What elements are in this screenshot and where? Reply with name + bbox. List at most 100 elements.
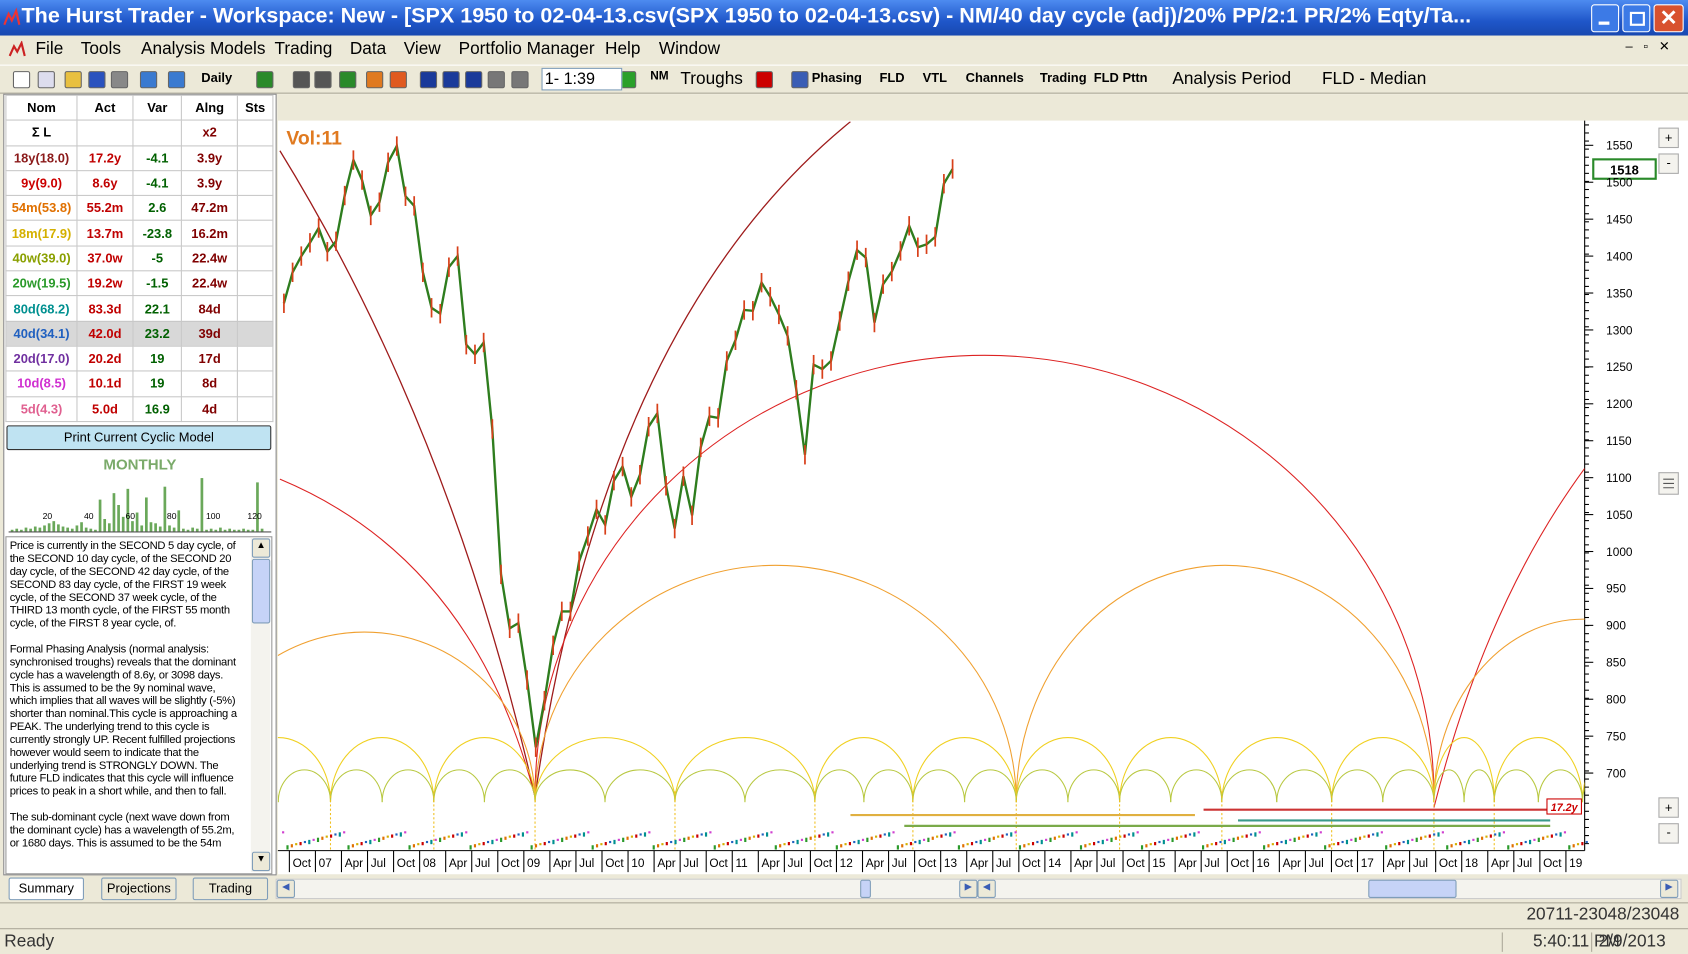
cycle-row[interactable]: 18m(17.9) 13.7m -23.8 16.2m bbox=[5, 220, 274, 247]
strip-dot bbox=[543, 842, 546, 846]
toolbar-icon[interactable] bbox=[139, 71, 158, 89]
close-button[interactable]: ✕ bbox=[1653, 4, 1684, 33]
scroll-thumb[interactable] bbox=[860, 879, 871, 899]
strip-dot bbox=[574, 834, 577, 838]
toolbar-icon[interactable] bbox=[419, 71, 438, 89]
toolbar-item[interactable]: Daily bbox=[201, 69, 233, 86]
cycle-row[interactable]: 40w(39.0) 37.0w -5 22.4w bbox=[5, 245, 274, 272]
minimize-button[interactable] bbox=[1591, 4, 1620, 33]
h-scrollbar[interactable]: ◀ ▶ ◀ ▶ bbox=[275, 878, 1682, 900]
toolbar-icon[interactable] bbox=[37, 71, 55, 89]
y-tick-label: 1150 bbox=[1606, 434, 1632, 448]
zoom-out[interactable] bbox=[1658, 153, 1679, 174]
cycle-row[interactable]: 20d(17.0) 20.2d 19 17d bbox=[5, 345, 274, 372]
toolbar-icon[interactable] bbox=[314, 71, 332, 89]
cycle-row[interactable]: 9y(9.0) 8.6y -4.1 3.9y bbox=[5, 170, 274, 197]
scroll-down[interactable]: ▼ bbox=[251, 851, 271, 872]
toolbar-item[interactable]: FLD - Median bbox=[1321, 69, 1427, 89]
toolbar-icon[interactable] bbox=[389, 71, 407, 89]
data-range: 20711-23048/23048 bbox=[1526, 905, 1680, 924]
toolbar-icon[interactable] bbox=[12, 71, 31, 89]
scroll-thumb[interactable] bbox=[251, 558, 271, 624]
toolbar-item[interactable]: FLD Pttn bbox=[1093, 69, 1148, 86]
toolbar-icon[interactable] bbox=[511, 71, 529, 89]
strip-dot bbox=[1476, 837, 1479, 843]
toolbar-icon[interactable] bbox=[366, 71, 384, 89]
toolbar-icon[interactable] bbox=[755, 71, 773, 89]
menu-item[interactable]: Window bbox=[658, 39, 721, 59]
strip-dot bbox=[870, 836, 873, 840]
print-button[interactable]: Print Current Cyclic Model bbox=[6, 425, 272, 451]
scroll-up[interactable]: ▲ bbox=[251, 538, 271, 558]
strip-dot bbox=[343, 831, 346, 834]
toolbar-item[interactable]: NM bbox=[650, 69, 669, 83]
toolbar-item[interactable]: Trading bbox=[1039, 69, 1087, 86]
menu-item[interactable]: View bbox=[403, 39, 441, 59]
toolbar-item[interactable]: Troughs bbox=[680, 69, 743, 89]
zoom-out-2[interactable] bbox=[1658, 823, 1679, 844]
zoom-in-2[interactable] bbox=[1658, 797, 1679, 818]
toolbar-icon[interactable] bbox=[292, 71, 311, 89]
scroll-right[interactable]: ▶ bbox=[959, 879, 978, 899]
cell-var: -4.1 bbox=[132, 144, 183, 172]
cell-nom: 40w(39.0) bbox=[5, 245, 78, 272]
histogram-bar bbox=[29, 528, 32, 532]
cycle-row[interactable]: 18y(18.0) 17.2y -4.1 3.9y bbox=[5, 144, 274, 172]
strip-dot bbox=[1223, 839, 1226, 845]
toolbar-icon[interactable] bbox=[487, 71, 505, 89]
histogram-bar bbox=[43, 525, 46, 532]
toolbar-icon[interactable] bbox=[465, 71, 483, 89]
svg-text:+: + bbox=[1665, 800, 1673, 815]
menu-item[interactable]: Data bbox=[349, 39, 387, 59]
toolbar-item[interactable]: VTL bbox=[922, 69, 947, 86]
toolbar-icon[interactable] bbox=[88, 71, 106, 89]
strip-dot bbox=[613, 839, 616, 845]
mdi-controls[interactable]: –▫✕ bbox=[1625, 38, 1681, 54]
strip-dot bbox=[369, 839, 372, 845]
toolbar-item[interactable]: 1- 1:39 bbox=[541, 67, 622, 91]
table-header: Nom Act Var Alng Sts bbox=[5, 94, 274, 121]
strip-dot bbox=[626, 836, 629, 840]
toolbar-icon[interactable] bbox=[167, 71, 186, 89]
scrollbar[interactable]: ▲ ▼ bbox=[250, 537, 271, 873]
cycle-arc bbox=[1221, 769, 1278, 803]
scroll-right-2[interactable]: ▶ bbox=[1660, 879, 1679, 899]
menu-item[interactable]: Analysis Models bbox=[141, 39, 266, 59]
scroll-left-2[interactable]: ◀ bbox=[977, 879, 996, 899]
cell-nom: Σ L bbox=[5, 119, 78, 147]
menu-item[interactable]: File bbox=[35, 39, 64, 59]
cycle-row[interactable]: 5d(4.3) 5.0d 16.9 4d bbox=[5, 395, 274, 422]
toolbar-icon[interactable] bbox=[442, 71, 460, 89]
toolbar-icon[interactable] bbox=[256, 71, 274, 89]
cycle-row[interactable]: 40d(34.1) 42.0d 23.2 39d bbox=[5, 320, 274, 347]
tab[interactable]: Projections bbox=[101, 877, 177, 901]
histogram-bar bbox=[94, 529, 97, 532]
toolbar-icon[interactable] bbox=[110, 71, 129, 89]
strip-dot bbox=[1515, 843, 1519, 846]
strip-dot bbox=[330, 834, 333, 838]
cycle-row[interactable]: 54m(53.8) 55.2m 2.6 47.2m bbox=[5, 195, 274, 222]
menu-item[interactable]: Tools bbox=[80, 39, 121, 59]
toolbar-icon[interactable] bbox=[791, 71, 809, 89]
menu-item[interactable]: Portfolio Manager bbox=[458, 39, 595, 59]
strip-dot bbox=[1149, 843, 1152, 846]
toolbar-icon[interactable] bbox=[64, 71, 82, 89]
toolbar-item[interactable]: Analysis Period bbox=[1172, 69, 1292, 89]
cycle-row[interactable]: 20w(19.5) 19.2w -1.5 22.4w bbox=[5, 270, 274, 297]
x-tick-label: 17 bbox=[1361, 856, 1374, 870]
cycle-row[interactable]: Σ L x2 bbox=[5, 119, 274, 147]
menu-item[interactable]: Trading bbox=[274, 39, 333, 59]
toolbar-icon[interactable] bbox=[339, 71, 357, 89]
scroll-left[interactable]: ◀ bbox=[276, 879, 295, 899]
toolbar-item[interactable]: FLD bbox=[879, 69, 905, 86]
restore-button[interactable] bbox=[1622, 4, 1651, 33]
cycle-row[interactable]: 10d(8.5) 10.1d 19 8d bbox=[5, 370, 274, 397]
menu-item[interactable]: Help bbox=[605, 39, 641, 59]
toolbar-item[interactable]: Phasing bbox=[811, 69, 862, 86]
cycle-row[interactable]: 80d(68.2) 83.3d 22.1 84d bbox=[5, 295, 274, 322]
scroll-thumb-2[interactable] bbox=[1368, 879, 1457, 899]
tab[interactable]: Summary bbox=[8, 877, 84, 901]
zoom-in[interactable] bbox=[1658, 127, 1679, 149]
tab[interactable]: Trading bbox=[192, 877, 269, 901]
toolbar-item[interactable]: Channels bbox=[965, 69, 1024, 86]
